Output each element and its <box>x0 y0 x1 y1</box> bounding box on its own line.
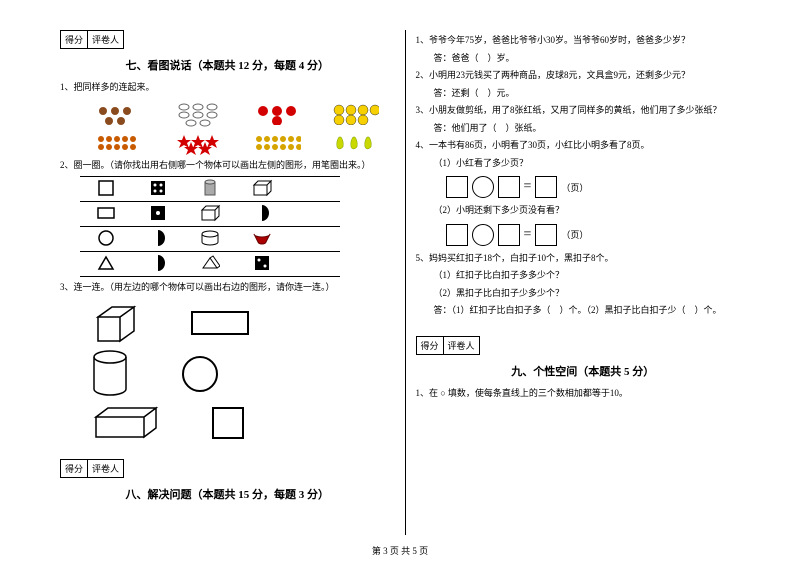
score-box-9: 得分 评卷人 <box>416 336 480 355</box>
equation-box-1: = （页） <box>446 176 751 198</box>
q8-2-answer: 答：还剩（ ）元。 <box>434 87 751 101</box>
blank-square-icon[interactable] <box>446 224 468 246</box>
section9-title: 九、个性空间（本题共 5 分） <box>416 363 751 379</box>
q7-1-row1 <box>80 99 395 129</box>
blank-circle-icon[interactable] <box>472 224 494 246</box>
section7-title: 七、看图说话（本题共 12 分，每题 4 分） <box>60 57 395 73</box>
equals-sign: = <box>524 179 532 195</box>
half-circle-icon <box>150 254 166 272</box>
q8-3-answer: 答：他们用了（ ）张纸。 <box>434 122 751 136</box>
blank-circle-icon[interactable] <box>472 176 494 198</box>
equals-sign: = <box>524 227 532 243</box>
q8-1: 1、爷爷今年75岁，爸爸比爷爷小30岁。当爷爷60岁时，爸爸多少岁？ <box>416 34 751 48</box>
cuboid-icon <box>251 179 273 197</box>
q7-3-shapes <box>90 303 395 441</box>
section8-title: 八、解决问题（本题共 15 分，每题 3 分） <box>60 486 395 502</box>
q8-5-2: （2）黑扣子比白扣子少多少个？ <box>434 287 751 301</box>
beads-icon <box>95 133 143 155</box>
can-icon <box>201 179 219 197</box>
reviewer-label: 评卷人 <box>444 337 479 354</box>
reviewer-label: 评卷人 <box>88 460 123 477</box>
die-icon <box>253 254 271 272</box>
left-column: 得分 评卷人 七、看图说话（本题共 12 分，每题 4 分） 1、把同样多的连起… <box>50 30 406 535</box>
candy-icon <box>174 99 222 129</box>
cube-icon <box>90 303 140 343</box>
circle-icon <box>180 354 220 394</box>
square-icon <box>210 405 246 441</box>
table-row <box>80 252 340 277</box>
blank-square-icon[interactable] <box>498 176 520 198</box>
cuboid-icon <box>90 405 160 441</box>
blank-square-icon[interactable] <box>535 176 557 198</box>
blank-square-icon[interactable] <box>446 176 468 198</box>
unit-label: （页） <box>561 181 588 194</box>
bowl-icon <box>252 231 272 245</box>
triangle-icon <box>97 255 115 271</box>
blank-square-icon[interactable] <box>498 224 520 246</box>
reviewer-label: 评卷人 <box>88 31 123 48</box>
square-icon <box>97 179 115 197</box>
q8-5-answer: 答：（1）红扣子比白扣子多（ ）个。（2）黑扣子比白扣子少（ ）个。 <box>434 304 751 318</box>
unit-label: （页） <box>561 228 588 241</box>
q9-1: 1、在 ○ 填数，使每条直线上的三个数相加都等于10。 <box>416 387 751 401</box>
table-row <box>80 202 340 227</box>
equation-box-2: = （页） <box>446 224 751 246</box>
circle-icon <box>97 229 115 247</box>
apples-icon <box>253 103 301 125</box>
q7-2: 2、圈一圈。（请你找出用右侧哪一个物体可以画出左侧的图形，用笔圈出来。） <box>60 159 395 173</box>
coins-icon <box>253 133 301 155</box>
stars-icon <box>174 133 222 155</box>
shape-match-table <box>80 176 340 277</box>
q8-4-2: （2）小明还剩下多少页没有看？ <box>434 204 751 218</box>
smileys-icon <box>331 103 379 125</box>
die-icon <box>149 204 167 222</box>
score-box-8: 得分 评卷人 <box>60 459 124 478</box>
half-circle-icon <box>150 229 166 247</box>
score-label: 得分 <box>61 460 88 477</box>
page-footer: 第 3 页 共 5 页 <box>0 544 800 557</box>
cuboid-icon <box>199 204 221 222</box>
table-row <box>80 227 340 252</box>
die-icon <box>149 179 167 197</box>
flowers-icon <box>95 103 143 125</box>
q8-5: 5、妈妈买红扣子18个，白扣子10个，黑扣子8个。 <box>416 252 751 266</box>
prism-icon <box>200 255 220 271</box>
pears-icon <box>331 133 379 155</box>
q8-5-1: （1）红扣子比白扣子多多少个？ <box>434 269 751 283</box>
q8-3: 3、小朋友做剪纸，用了8张红纸，又用了同样多的黄纸，他们用了多少张纸？ <box>416 104 751 118</box>
cylinder-icon <box>200 230 220 246</box>
q7-3: 3、连一连。（用左边的哪个物体可以画出右边的图形，请你连一连。） <box>60 281 395 295</box>
q8-4-1: （1）小红看了多少页？ <box>434 157 751 171</box>
rectangle-icon <box>190 310 250 336</box>
q8-4: 4、一本书有86页，小明看了30页，小红比小明多看了8页。 <box>416 139 751 153</box>
q8-2: 2、小明用23元钱买了两种商品，皮球8元，文具盒9元，还剩多少元？ <box>416 69 751 83</box>
score-box-7: 得分 评卷人 <box>60 30 124 49</box>
q8-1-answer: 答：爸爸（ ）岁。 <box>434 52 751 66</box>
score-label: 得分 <box>417 337 444 354</box>
blank-square-icon[interactable] <box>535 224 557 246</box>
cylinder-icon <box>90 349 130 399</box>
q7-1: 1、把同样多的连起来。 <box>60 81 395 95</box>
score-label: 得分 <box>61 31 88 48</box>
worksheet-page: 得分 评卷人 七、看图说话（本题共 12 分，每题 4 分） 1、把同样多的连起… <box>0 0 800 565</box>
right-column: 1、爷爷今年75岁，爸爸比爷爷小30岁。当爷爷60岁时，爸爸多少岁？ 答：爸爸（… <box>406 30 761 535</box>
rectangle-icon <box>97 206 115 220</box>
q7-1-row2 <box>80 133 395 155</box>
table-row <box>80 177 340 202</box>
half-circle-icon <box>254 204 270 222</box>
